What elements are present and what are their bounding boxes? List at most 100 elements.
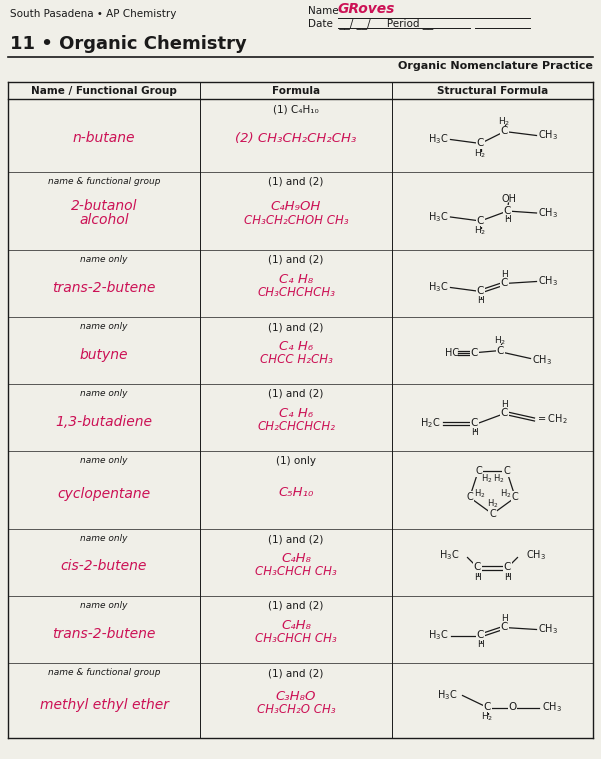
Text: C: C — [489, 509, 496, 519]
Text: C: C — [501, 127, 508, 137]
Text: C₅H₁₀: C₅H₁₀ — [278, 487, 314, 499]
Text: CH₃CH₂CHOH CH₃: CH₃CH₂CHOH CH₃ — [243, 213, 349, 226]
Text: trans-2-butene: trans-2-butene — [52, 281, 156, 294]
Text: (1) and (2): (1) and (2) — [268, 322, 324, 332]
Text: C: C — [477, 138, 484, 149]
Text: CHCC H₂CH₃: CHCC H₂CH₃ — [260, 353, 332, 366]
Text: $\mathregular{H_2}$: $\mathregular{H_2}$ — [481, 710, 493, 723]
Text: methyl ethyl ether: methyl ethyl ether — [40, 698, 168, 711]
Text: Organic Nomenclature Practice: Organic Nomenclature Practice — [398, 61, 593, 71]
Text: (1) and (2): (1) and (2) — [268, 389, 324, 399]
Text: C: C — [484, 703, 491, 713]
Text: $\mathregular{H_2C}$: $\mathregular{H_2C}$ — [420, 417, 441, 430]
Text: H: H — [474, 573, 481, 582]
Text: C₃H₈O: C₃H₈O — [276, 690, 316, 703]
Text: CH₃CHCHCH₃: CH₃CHCHCH₃ — [257, 286, 335, 299]
Text: H: H — [501, 270, 508, 279]
Text: C: C — [471, 348, 478, 357]
Text: CH₃CH₂O CH₃: CH₃CH₂O CH₃ — [257, 703, 335, 716]
Text: (1) and (2): (1) and (2) — [268, 668, 324, 678]
Text: CH₃CHCH CH₃: CH₃CHCH CH₃ — [255, 565, 337, 578]
Text: Name / Functional Group: Name / Functional Group — [31, 86, 177, 96]
Text: C₄H₉OH: C₄H₉OH — [271, 200, 321, 213]
Text: C: C — [501, 622, 508, 632]
Text: O: O — [508, 703, 517, 713]
Text: C: C — [503, 465, 510, 476]
Text: name only: name only — [81, 389, 128, 398]
Text: name only: name only — [81, 601, 128, 610]
Text: n-butane: n-butane — [73, 131, 135, 144]
Text: C: C — [475, 465, 482, 476]
Text: (1) C₄H₁₀: (1) C₄H₁₀ — [273, 104, 319, 114]
Text: $\mathregular{H_2}$: $\mathregular{H_2}$ — [495, 334, 507, 347]
Text: $\mathregular{H_3C}$: $\mathregular{H_3C}$ — [437, 688, 457, 702]
Text: CH₃CHCH CH₃: CH₃CHCH CH₃ — [255, 632, 337, 645]
Text: OH: OH — [502, 194, 517, 204]
Text: $\mathregular{H_3C}$: $\mathregular{H_3C}$ — [439, 549, 460, 562]
Text: C: C — [501, 408, 508, 418]
Text: C: C — [512, 493, 519, 502]
Text: $\mathregular{H_3C}$: $\mathregular{H_3C}$ — [428, 628, 448, 642]
Text: C: C — [501, 279, 508, 288]
Text: name only: name only — [81, 255, 128, 264]
Text: Formula: Formula — [272, 86, 320, 96]
Text: C: C — [477, 631, 484, 641]
Text: $\mathregular{=CH_2}$: $\mathregular{=CH_2}$ — [537, 413, 569, 427]
Text: $\mathregular{CH_3}$: $\mathregular{CH_3}$ — [538, 275, 558, 288]
Text: $\mathregular{CH_3}$: $\mathregular{CH_3}$ — [525, 549, 546, 562]
Text: $\mathregular{CH_3}$: $\mathregular{CH_3}$ — [532, 354, 552, 367]
Text: $\mathregular{H_3C}$: $\mathregular{H_3C}$ — [428, 133, 448, 146]
Text: $\mathregular{CH_3}$: $\mathregular{CH_3}$ — [538, 128, 558, 143]
Text: $\mathregular{H_2}$: $\mathregular{H_2}$ — [474, 147, 487, 159]
Text: name & functional group: name & functional group — [47, 177, 160, 186]
Text: HC: HC — [445, 348, 459, 357]
Text: C₄H₈: C₄H₈ — [281, 552, 311, 565]
Text: H: H — [501, 614, 508, 623]
Text: $\mathregular{H_3C}$: $\mathregular{H_3C}$ — [428, 210, 448, 224]
Text: $\mathregular{H_2}$: $\mathregular{H_2}$ — [499, 487, 511, 499]
Text: butyne: butyne — [80, 348, 128, 361]
Text: cyclopentane: cyclopentane — [58, 487, 151, 501]
Text: C: C — [474, 562, 481, 572]
Text: (1) and (2): (1) and (2) — [268, 534, 324, 544]
Text: H: H — [501, 400, 508, 409]
Text: C: C — [477, 286, 484, 297]
Text: (1) only: (1) only — [276, 456, 316, 466]
Text: cis-2-butene: cis-2-butene — [61, 559, 147, 574]
Text: Structural Formula: Structural Formula — [437, 86, 548, 96]
Text: name & functional group: name & functional group — [47, 668, 160, 677]
Text: Name: Name — [308, 6, 342, 16]
Text: (1) and (2): (1) and (2) — [268, 177, 324, 187]
Text: C₄H₈: C₄H₈ — [281, 619, 311, 632]
Text: C: C — [466, 493, 473, 502]
Text: name only: name only — [81, 534, 128, 543]
Text: H: H — [477, 640, 484, 649]
Text: $\mathregular{H_2}$: $\mathregular{H_2}$ — [474, 225, 487, 238]
Text: C₄ H₆: C₄ H₆ — [279, 340, 313, 353]
Text: H: H — [504, 573, 511, 582]
Text: CH₂CHCHCH₂: CH₂CHCHCH₂ — [257, 420, 335, 433]
Text: $\mathregular{H_2}$: $\mathregular{H_2}$ — [481, 472, 492, 485]
Text: $\mathregular{H_2}$: $\mathregular{H_2}$ — [493, 472, 504, 485]
Text: $\mathregular{H_2}$: $\mathregular{H_2}$ — [474, 487, 486, 499]
Text: 2-butanol: 2-butanol — [71, 199, 137, 213]
Text: H: H — [477, 296, 484, 305]
Text: (1) and (2): (1) and (2) — [268, 255, 324, 265]
Text: C₄ H₆: C₄ H₆ — [279, 407, 313, 420]
Text: South Pasadena • AP Chemistry: South Pasadena • AP Chemistry — [10, 9, 176, 19]
Text: name only: name only — [81, 322, 128, 331]
Text: C: C — [477, 216, 484, 226]
Text: H: H — [504, 216, 511, 225]
Text: C₄ H₈: C₄ H₈ — [279, 273, 313, 286]
Text: C: C — [504, 562, 511, 572]
Text: 11 • Organic Chemistry: 11 • Organic Chemistry — [10, 35, 247, 53]
Text: C: C — [497, 345, 504, 355]
Text: $\mathregular{H_2}$: $\mathregular{H_2}$ — [487, 498, 498, 510]
Text: GRoves: GRoves — [338, 2, 395, 16]
Text: C: C — [504, 206, 511, 216]
Text: trans-2-butene: trans-2-butene — [52, 626, 156, 641]
Text: $\mathregular{CH_3}$: $\mathregular{CH_3}$ — [538, 206, 558, 220]
Text: Date  __/ __/     Period __: Date __/ __/ Period __ — [308, 18, 433, 30]
Text: (2) CH₃CH₂CH₂CH₃: (2) CH₃CH₂CH₂CH₃ — [236, 132, 356, 145]
Text: name only: name only — [81, 456, 128, 465]
